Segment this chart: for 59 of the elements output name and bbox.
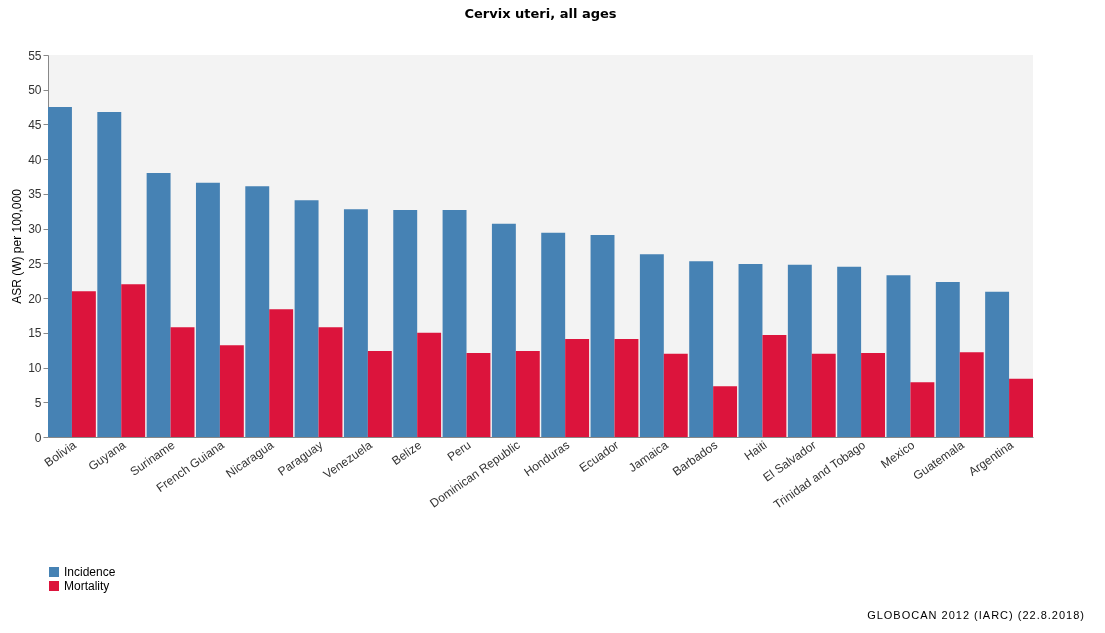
bar bbox=[146, 173, 171, 437]
bar bbox=[935, 282, 960, 437]
bar bbox=[614, 339, 639, 437]
bar bbox=[713, 386, 738, 437]
bar bbox=[367, 350, 392, 437]
bar bbox=[466, 352, 491, 437]
bar bbox=[590, 234, 615, 437]
y-tick-label: 40 bbox=[28, 152, 42, 167]
x-tick-label: Haiti bbox=[741, 437, 770, 464]
bar bbox=[787, 264, 812, 437]
bar bbox=[71, 291, 96, 437]
bar bbox=[269, 309, 294, 437]
bar bbox=[442, 209, 467, 437]
bar bbox=[318, 327, 343, 437]
bar bbox=[861, 352, 886, 437]
y-tick-label: 55 bbox=[28, 48, 42, 63]
bar bbox=[417, 332, 442, 437]
bar bbox=[663, 353, 688, 437]
bar bbox=[48, 107, 72, 437]
bar bbox=[219, 345, 244, 437]
y-axis-title: ASR (W) per 100,000 bbox=[10, 188, 25, 304]
bar bbox=[97, 111, 122, 437]
bar bbox=[762, 334, 787, 437]
bar bbox=[837, 266, 862, 437]
x-tick-label: Peru bbox=[444, 437, 474, 464]
bar bbox=[294, 200, 319, 437]
y-tick-label: 0 bbox=[34, 430, 42, 445]
bar bbox=[959, 352, 984, 437]
y-tick-label: 20 bbox=[28, 291, 42, 306]
bar bbox=[565, 339, 590, 437]
bar bbox=[886, 275, 911, 437]
y-tick-label: 15 bbox=[28, 326, 42, 341]
y-tick-label: 30 bbox=[28, 222, 42, 237]
bar bbox=[738, 264, 763, 437]
bar bbox=[121, 284, 146, 437]
text: GLOBOCAN 2012 (IARC) (22.8.2018) bbox=[867, 609, 1085, 621]
bar bbox=[811, 353, 836, 437]
chart-title: Cervix uteri, all ages bbox=[464, 6, 617, 21]
y-tick-label: 35 bbox=[28, 187, 42, 202]
bar bbox=[515, 350, 540, 437]
bar bbox=[541, 232, 566, 437]
y-tick-label: 45 bbox=[28, 117, 42, 132]
bar bbox=[195, 182, 220, 437]
bar bbox=[985, 291, 1010, 437]
legend-label: Mortality bbox=[64, 579, 110, 593]
bar bbox=[910, 382, 935, 437]
y-tick-label: 25 bbox=[28, 256, 42, 271]
bar bbox=[491, 223, 516, 437]
bar bbox=[689, 261, 714, 437]
bar bbox=[245, 186, 270, 437]
bar bbox=[393, 209, 418, 437]
y-tick-label: 10 bbox=[28, 361, 42, 376]
bar bbox=[639, 254, 664, 437]
legend-label: Incidence bbox=[64, 565, 116, 579]
bar bbox=[170, 327, 195, 437]
bar bbox=[1009, 378, 1033, 437]
y-tick-label: 50 bbox=[28, 83, 42, 98]
y-tick-label: 5 bbox=[34, 395, 42, 410]
bar bbox=[343, 209, 368, 437]
